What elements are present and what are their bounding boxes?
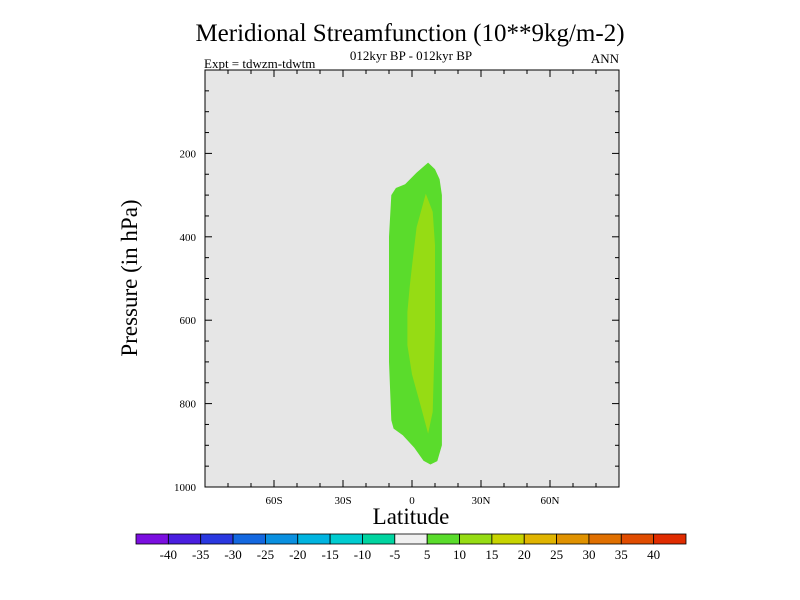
colorbar-swatch (167, 533, 202, 545)
colorbar-swatch (426, 533, 460, 545)
colorbar-swatch (588, 533, 622, 545)
colorbar-swatch (653, 533, 687, 545)
colorbar-label: -5 (389, 547, 400, 562)
axes: 60S 30S 0 30N 60N 200 400 600 800 1000 (174, 70, 619, 507)
colorbar-label: -20 (289, 547, 306, 562)
x-tick-label: 0 (409, 495, 415, 507)
colorbar-label: -35 (192, 547, 209, 562)
colorbar-swatch (200, 533, 234, 545)
colorbar-swatch (523, 533, 557, 545)
y-tick-label: 600 (180, 315, 197, 327)
season-label: ANN (591, 51, 620, 66)
colorbar-label: 15 (485, 547, 498, 562)
y-tick-label: 200 (180, 148, 197, 160)
colorbar-swatch (459, 533, 493, 545)
colorbar-label: 20 (518, 547, 531, 562)
colorbar-swatch (232, 533, 266, 545)
chart-subtitle: 012kyr BP - 012kyr BP (350, 48, 472, 63)
y-tick-label: 400 (180, 232, 197, 244)
colorbar: -40 -35 -30 -25 -20 -15 -10 -5 5 10 15 20 25 30 35 40 (135, 533, 687, 562)
colorbar-label: -15 (321, 547, 338, 562)
x-tick-label: 60N (541, 495, 560, 507)
contour-fills (389, 162, 442, 465)
chart-title: Meridional Streamfunction (10**9kg/m-2) (195, 20, 624, 47)
colorbar-label: -10 (354, 547, 371, 562)
x-tick-label: 30S (334, 495, 351, 507)
colorbar-label: 5 (424, 547, 431, 562)
colorbar-swatch (297, 533, 331, 545)
y-tick-label: 800 (180, 399, 197, 411)
contour-region-2 (407, 193, 435, 434)
y-tick-label: 1000 (174, 482, 197, 494)
colorbar-swatch (394, 533, 428, 545)
colorbar-swatch (491, 533, 525, 545)
colorbar-swatch (135, 533, 169, 545)
x-tick-label: 60S (265, 495, 282, 507)
colorbar-label: 35 (615, 547, 628, 562)
colorbar-swatch (362, 533, 396, 545)
colorbar-label: -30 (224, 547, 241, 562)
y-axis-label: Pressure (in hPa) (117, 199, 142, 356)
experiment-label: Expt = tdwzm-tdwtm (204, 56, 315, 71)
colorbar-swatch (556, 533, 590, 545)
colorbar-label: 10 (453, 547, 466, 562)
colorbar-label: -25 (257, 547, 274, 562)
colorbar-label: 25 (550, 547, 563, 562)
x-axis-label: Latitude (373, 504, 450, 529)
colorbar-label: -40 (160, 547, 177, 562)
x-tick-label: 30N (472, 495, 491, 507)
colorbar-swatch (265, 533, 299, 545)
colorbar-label: 40 (647, 547, 660, 562)
colorbar-swatch (620, 533, 655, 545)
colorbar-swatch (329, 533, 363, 545)
colorbar-label: 30 (582, 547, 595, 562)
